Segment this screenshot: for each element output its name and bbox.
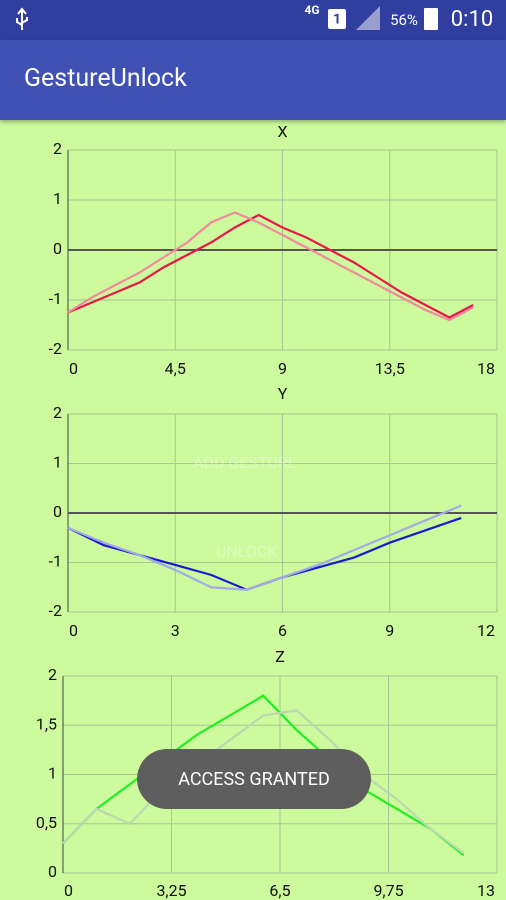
toast-text: ACCESS GRANTED: [178, 768, 330, 790]
x-tick-label: 13,5: [375, 359, 405, 378]
x-tick-label: 18: [477, 359, 495, 378]
app-bar: GestureUnlock: [0, 40, 506, 120]
y-tick-label: 2: [53, 139, 62, 158]
y-tick-label: 1: [48, 764, 57, 783]
ghost-button[interactable]: ADD GESTURE: [193, 453, 297, 472]
sim-icon: [328, 9, 346, 29]
toast: ACCESS GRANTED: [137, 749, 371, 809]
data-line: [62, 694, 465, 857]
sim: 1: [333, 12, 341, 28]
usb-icon: [16, 7, 28, 30]
y-tick-label: 2: [48, 665, 57, 684]
y-tick-label: -2: [49, 601, 62, 620]
status-icons: 4G 1 56% 0:10: [16, 3, 493, 32]
data-line: [67, 211, 474, 322]
x-tick-label: 13: [477, 881, 495, 900]
data-line: [62, 709, 465, 855]
y-tick-label: 1: [53, 453, 62, 472]
x-tick-label: 9,75: [373, 881, 403, 900]
data-line: [67, 504, 462, 591]
x-tick-label: 6: [278, 621, 287, 640]
x-tick-label: 3,25: [156, 881, 186, 900]
x-tick-label: 0: [64, 881, 73, 900]
battery: 56%: [390, 11, 418, 29]
y-tick-label: 0: [53, 502, 62, 521]
y-tick-label: 1: [53, 189, 62, 208]
y-tick-label: 0: [53, 239, 62, 258]
x-tick-label: 9: [385, 621, 394, 640]
x-tick-label: 4,5: [165, 359, 186, 378]
network: 4G: [304, 3, 319, 17]
ghost-button[interactable]: UNLOCK: [216, 542, 278, 561]
y-tick-label: 2: [53, 403, 62, 422]
x-tick-label: 0: [69, 359, 78, 378]
y-tick-label: -1: [49, 552, 62, 571]
signal-icon: [356, 6, 380, 30]
x-tick-label: 6,5: [269, 881, 290, 900]
clock: 0:10: [451, 7, 493, 32]
chart-title: X: [277, 122, 287, 141]
x-tick-label: 9: [278, 359, 287, 378]
chart-title: Y: [278, 384, 288, 403]
y-tick-label: -1: [49, 289, 62, 308]
y-tick-label: 0,5: [36, 813, 57, 832]
y-tick-label: 0: [48, 862, 57, 881]
x-tick-label: 0: [69, 621, 78, 640]
app-title: GestureUnlock: [24, 64, 187, 93]
chart-title: Z: [275, 647, 285, 666]
battery-icon: [424, 8, 438, 30]
y-tick-label: -2: [49, 339, 62, 358]
status-bar: 4G 1 56% 0:10: [0, 0, 506, 40]
data-line: [67, 213, 474, 319]
x-tick-label: 12: [477, 621, 495, 640]
y-tick-label: 1,5: [36, 714, 57, 733]
x-tick-label: 3: [171, 621, 180, 640]
